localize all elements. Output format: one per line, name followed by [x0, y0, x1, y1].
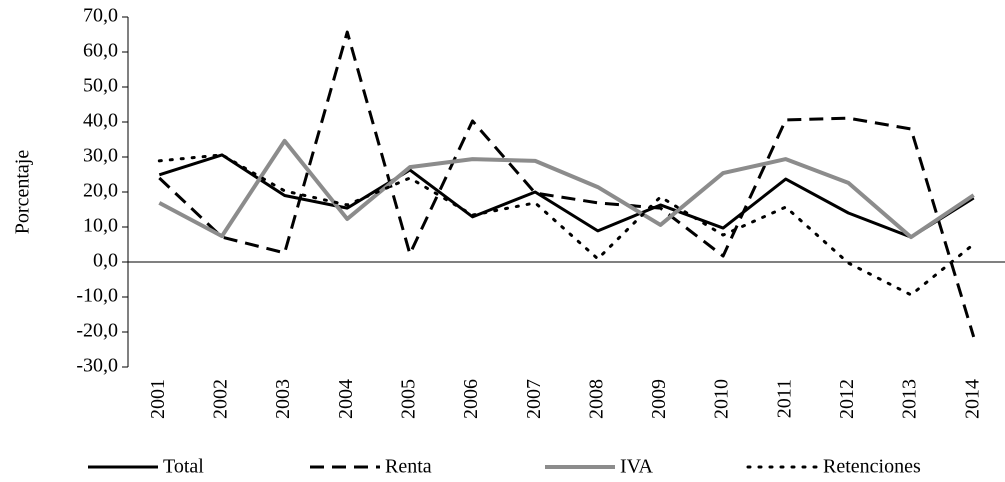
x-tick-label: 2010 — [711, 379, 733, 419]
x-tick-label: 2012 — [836, 379, 858, 419]
legend-label: Renta — [385, 456, 432, 478]
y-tick-label: -10,0 — [76, 285, 118, 307]
y-tick-label: 30,0 — [83, 145, 118, 167]
x-tick-label: 2004 — [335, 379, 357, 419]
x-tick-label: 2006 — [460, 379, 482, 419]
x-tick-label: 2008 — [585, 379, 607, 419]
legend-label: Retenciones — [823, 456, 921, 478]
x-tick-label: 2014 — [961, 379, 983, 419]
y-tick-label: 0,0 — [93, 250, 118, 272]
x-tick-label: 2013 — [899, 379, 921, 419]
series-line — [158, 138, 975, 240]
y-tick-label: 40,0 — [83, 110, 118, 132]
legend-label: IVA — [620, 456, 654, 478]
series-line — [157, 153, 976, 297]
y-tick-label: 20,0 — [83, 180, 118, 202]
series-line — [158, 153, 975, 239]
x-tick-label: 2003 — [272, 379, 294, 419]
y-tick-label: 50,0 — [83, 75, 118, 97]
y-tick-label: -30,0 — [76, 355, 118, 377]
legend-label: Total — [163, 456, 204, 478]
series-line — [158, 30, 976, 338]
x-tick-label: 2011 — [773, 379, 795, 418]
x-tick-label: 2009 — [648, 379, 670, 419]
y-tick-label: 70,0 — [83, 5, 118, 27]
y-tick-label: 60,0 — [83, 40, 118, 62]
x-tick-label: 2001 — [147, 379, 169, 419]
y-tick-label: 10,0 — [83, 215, 118, 237]
y-tick-label: -20,0 — [76, 320, 118, 342]
x-tick-label: 2007 — [523, 379, 545, 419]
y-axis-label: Porcentaje — [12, 150, 34, 235]
x-tick-label: 2002 — [210, 379, 232, 419]
x-tick-label: 2005 — [397, 379, 419, 419]
